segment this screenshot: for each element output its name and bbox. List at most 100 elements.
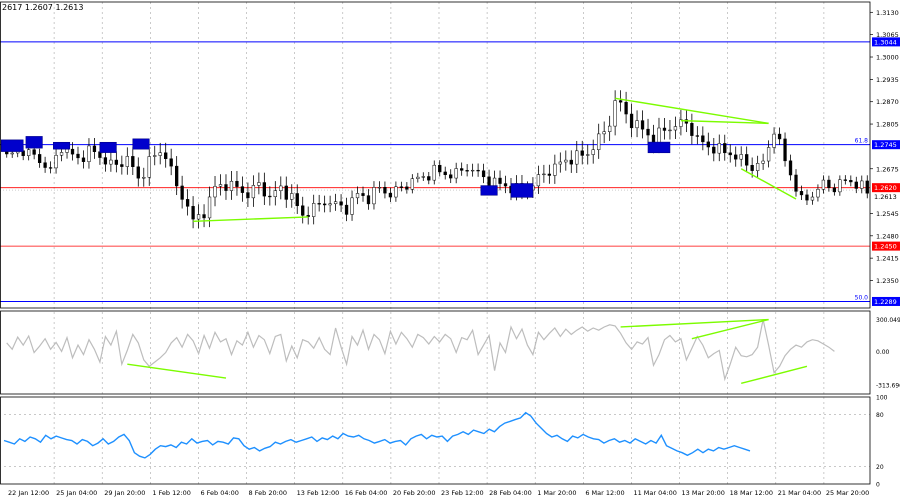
candle-body [536,174,541,187]
candle-body [629,113,634,129]
candle-body [755,163,760,171]
candle-body [470,169,475,172]
candle-body [164,152,168,159]
candle-body [668,129,672,132]
time-tick-label: 13 Feb 12:00 [297,489,340,497]
candle-body [32,149,36,155]
candle-body [76,153,80,159]
candle-body [70,148,75,155]
candle-body [394,186,398,198]
price-tick-label: 1.3130 [876,9,899,17]
candle-body [240,186,245,193]
candle-body [772,133,776,148]
candle-body [268,195,272,198]
grid [53,2,825,484]
cci-tick-label: -313.696 [876,382,900,389]
candle-body [361,193,365,196]
candle-body [679,119,683,127]
candle-body [432,164,436,181]
candle-body [553,163,557,176]
candle-body [569,159,573,165]
highlight-box [53,141,71,150]
candle-body [728,152,732,156]
candle-body [366,195,371,205]
candle-body [191,206,195,220]
candle-body [794,174,798,192]
price-tag [872,140,900,150]
price-tag [872,37,900,47]
candle-body [723,143,727,154]
price-divergence-line [740,168,797,200]
time-tick-label: 11 Mar 04:00 [633,489,676,497]
cci-series-line [6,319,835,382]
candle-body [690,123,694,136]
candle-body [306,215,310,217]
candle-body [766,147,771,162]
candle-body [246,192,250,199]
rsi-tick-label: 20 [876,464,884,471]
candle-body [586,154,590,156]
price-tags: 1.3044 1.2745 1.2620 1.2450 1.2289 1.2613 [872,37,900,306]
candle-body [608,125,612,132]
price-tag-label: 1.2289 [874,298,897,306]
price-divergence-line [615,97,769,125]
price-divergence-line [193,216,309,223]
candle-body [564,159,568,163]
candle-body [399,186,404,188]
time-axis: 22 Jan 12:00 25 Jan 04:00 29 Jan 20:00 1 Fe… [8,489,869,497]
candle-body [476,169,480,172]
time-tick-label: 25 Jan 04:00 [56,489,97,497]
candle-body [701,135,705,143]
candle-body [750,165,754,171]
candle-body [257,182,261,186]
candle-body [799,191,804,196]
highlight-box [647,141,671,154]
candle-body [783,138,787,162]
cci-divergence-line [127,363,227,379]
candle-body [438,164,442,173]
candle-body [207,196,212,219]
candle-body [591,149,595,155]
candle-body [777,133,782,140]
candle-body [235,180,239,187]
cci-tick-label: 0.00 [876,349,890,356]
rsi-series-line [3,411,751,459]
candle-body [547,173,552,176]
price-tick-label: 1.2480 [876,232,899,240]
candle-body [388,192,393,198]
candle-body [109,159,113,165]
candle-body [810,196,815,201]
candle-body [761,160,765,164]
candle-body [175,165,179,187]
candle-body [229,180,234,191]
candle-body [81,157,86,162]
candle-body [443,171,447,175]
candle-body [427,176,431,181]
candle-body [821,179,826,190]
candle-body [460,168,464,171]
candle-body [290,193,294,200]
cci-tick-label: 300.0494 [876,317,900,324]
candle-body [416,176,420,179]
candle-body [734,154,738,160]
time-tick-label: 22 Jan 12:00 [8,489,49,497]
time-tick-label: 21 Mar 04:00 [778,489,821,497]
candle-body [65,148,69,153]
price-tag [872,241,900,251]
candle-body [377,187,382,189]
rsi-tick-label: 100 [876,395,888,402]
highlight-boxes [0,136,671,198]
candle-body [843,179,847,181]
candle-body [27,149,31,156]
price-tick-label: 1.2350 [876,277,899,285]
candle-body [37,154,42,163]
candle-body [142,177,146,179]
time-tick-label: 18 Mar 12:00 [730,489,773,497]
current-price-label: 1.2613 [874,193,897,201]
candle-body [487,176,491,187]
fib-label: 50.0 [855,294,869,301]
candle-body [344,204,349,215]
candle-body [575,150,579,165]
candle-body [120,164,124,167]
